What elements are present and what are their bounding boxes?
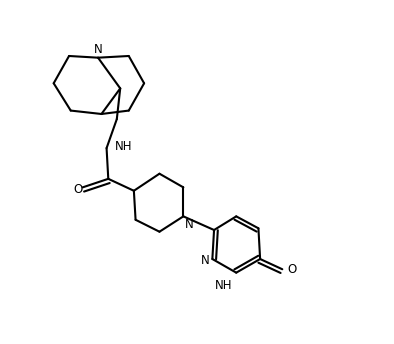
Text: N: N xyxy=(185,218,194,231)
Text: NH: NH xyxy=(115,140,133,153)
Text: NH: NH xyxy=(216,279,233,292)
Text: N: N xyxy=(94,43,102,56)
Text: O: O xyxy=(288,263,297,276)
Text: O: O xyxy=(73,183,82,195)
Text: N: N xyxy=(201,254,210,267)
